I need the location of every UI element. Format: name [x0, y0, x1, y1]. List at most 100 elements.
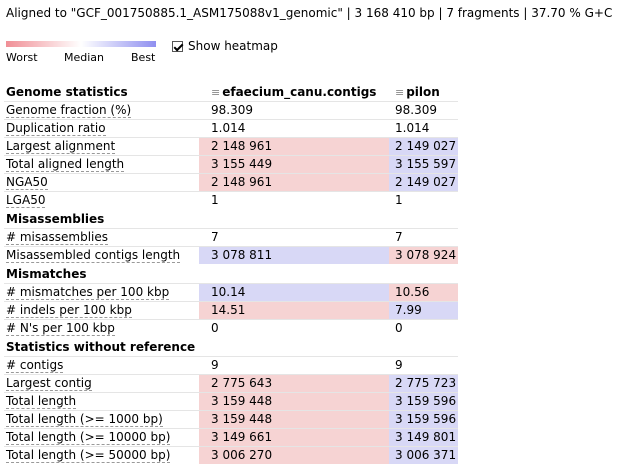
- metric-cell: # N's per 100 kbp: [4, 319, 199, 337]
- table-row: Total length (>= 1000 bp) 3 159 448 3 159 …: [4, 410, 459, 429]
- table-row: Duplication ratio 1.014 1.014: [4, 119, 459, 138]
- show-heatmap-checkbox[interactable]: [172, 40, 183, 52]
- metric-name[interactable]: Largest alignment: [6, 139, 116, 154]
- value-efaecium: 3 006 270: [199, 446, 389, 464]
- metric-cell: Misassembled contigs length: [4, 246, 199, 264]
- metric-name[interactable]: Duplication ratio: [6, 121, 106, 136]
- drag-handle-icon[interactable]: ≡: [211, 86, 221, 99]
- value-pilon: 2 149 027: [389, 137, 459, 156]
- table-row: LGA50 1 1: [4, 191, 459, 209]
- value-pilon: 2 775 723: [389, 374, 459, 393]
- metric-name[interactable]: Genome fraction (%): [6, 103, 132, 118]
- heatmap-legend: Worst Median Best: [6, 41, 156, 65]
- report-table: Genome statistics ≡ efaecium_canu.contigs…: [4, 84, 459, 464]
- metric-cell: # mismatches per 100 kbp: [4, 283, 199, 302]
- value-efaecium: 0: [199, 319, 389, 337]
- value-efaecium: 2 148 961: [199, 137, 389, 156]
- value-efaecium: 2 148 961: [199, 173, 389, 192]
- metric-cell: Genome fraction (%): [4, 101, 199, 120]
- value-pilon: 3 078 924: [389, 246, 459, 264]
- value-pilon: 0: [389, 319, 459, 337]
- metric-cell: Largest alignment: [4, 137, 199, 156]
- metric-name[interactable]: # mismatches per 100 kbp: [6, 285, 170, 300]
- value-efaecium: 9: [199, 356, 389, 375]
- value-pilon: 3 159 596: [389, 410, 459, 429]
- table-row: Total aligned length 3 155 449 3 155 597: [4, 155, 459, 174]
- value-pilon: 10.56: [389, 283, 459, 302]
- table-row: # misassemblies 7 7: [4, 228, 459, 247]
- value-efaecium: 7: [199, 228, 389, 247]
- report-header: Aligned to "GCF_001750885.1_ASM175088v1_…: [6, 6, 612, 20]
- legend-median: Median: [64, 51, 105, 64]
- metric-name[interactable]: # misassemblies: [6, 230, 108, 245]
- section-title: Mismatches: [6, 267, 87, 281]
- column-header-pilon[interactable]: ≡ pilon: [395, 85, 440, 99]
- table-row: Genome fraction (%) 98.309 98.309: [4, 101, 459, 120]
- metric-cell: Total length (>= 50000 bp): [4, 446, 199, 464]
- metric-name[interactable]: # contigs: [6, 358, 64, 373]
- value-pilon: 98.309: [389, 101, 459, 120]
- legend-gradient: [6, 41, 156, 47]
- metric-name[interactable]: Total length (>= 50000 bp): [6, 448, 171, 463]
- value-efaecium: 3 078 811: [199, 246, 389, 264]
- value-efaecium: 2 775 643: [199, 374, 389, 393]
- value-efaecium: 3 159 448: [199, 410, 389, 429]
- value-pilon: 1: [389, 191, 459, 209]
- table-row: Total length 3 159 448 3 159 596: [4, 392, 459, 411]
- value-pilon: 3 159 596: [389, 392, 459, 411]
- report-table-body: Genome fraction (%) 98.309 98.309 Duplicati…: [4, 101, 459, 464]
- section-header: Misassemblies: [4, 209, 458, 229]
- metric-cell: NGA50: [4, 173, 199, 192]
- table-row: Largest alignment 2 148 961 2 149 027: [4, 137, 459, 156]
- metric-name[interactable]: # N's per 100 kbp: [6, 321, 115, 336]
- value-pilon: 7.99: [389, 301, 459, 320]
- drag-handle-icon[interactable]: ≡: [395, 86, 405, 99]
- metric-cell: Total length: [4, 392, 199, 411]
- section-header: Mismatches: [4, 264, 458, 284]
- metric-name[interactable]: # indels per 100 kbp: [6, 303, 132, 318]
- section-title: Statistics without reference: [6, 340, 196, 354]
- value-pilon: 3 155 597: [389, 155, 459, 174]
- metric-name[interactable]: Total aligned length: [6, 157, 125, 172]
- table-row: # mismatches per 100 kbp 10.14 10.56: [4, 283, 459, 302]
- legend-best: Best: [131, 51, 156, 64]
- value-pilon: 3 149 801: [389, 428, 459, 447]
- show-heatmap-label: Show heatmap: [188, 39, 278, 53]
- metric-cell: # contigs: [4, 356, 199, 375]
- table-row: Misassembled contigs length 3 078 811 3 07…: [4, 246, 459, 264]
- table-row: # contigs 9 9: [4, 356, 459, 375]
- value-efaecium: 3 159 448: [199, 392, 389, 411]
- value-efaecium: 3 149 661: [199, 428, 389, 447]
- metric-cell: Largest contig: [4, 374, 199, 393]
- section-title: Genome statistics: [6, 85, 128, 99]
- metric-name[interactable]: Misassembled contigs length: [6, 248, 181, 263]
- metric-name[interactable]: Total length (>= 1000 bp): [6, 412, 163, 427]
- value-pilon: 1.014: [389, 119, 459, 138]
- header-text: Aligned to "GCF_001750885.1_ASM175088v1_…: [6, 6, 613, 20]
- metric-name[interactable]: NGA50: [6, 175, 48, 190]
- table-row: # N's per 100 kbp 0 0: [4, 319, 459, 337]
- value-efaecium: 3 155 449: [199, 155, 389, 174]
- show-heatmap-toggle[interactable]: Show heatmap: [172, 39, 278, 53]
- value-efaecium: 98.309: [199, 101, 389, 120]
- column-header-efaecium[interactable]: ≡ efaecium_canu.contigs: [211, 85, 377, 99]
- metric-name[interactable]: Largest contig: [6, 376, 92, 391]
- value-efaecium: 10.14: [199, 283, 389, 302]
- table-row: NGA50 2 148 961 2 149 027: [4, 173, 459, 192]
- legend-worst: Worst: [6, 51, 38, 64]
- metric-name[interactable]: Total length: [6, 394, 77, 409]
- metric-name[interactable]: Total length (>= 10000 bp): [6, 430, 171, 445]
- metric-cell: Total length (>= 1000 bp): [4, 410, 199, 429]
- value-efaecium: 14.51: [199, 301, 389, 320]
- table-row: Total length (>= 50000 bp) 3 006 270 3 006…: [4, 446, 459, 464]
- value-efaecium: 1.014: [199, 119, 389, 138]
- metric-cell: Duplication ratio: [4, 119, 199, 138]
- metric-cell: Total length (>= 10000 bp): [4, 428, 199, 447]
- metric-name[interactable]: LGA50: [6, 193, 46, 208]
- table-row: Largest contig 2 775 643 2 775 723: [4, 374, 459, 393]
- metric-cell: # indels per 100 kbp: [4, 301, 199, 320]
- section-header: Statistics without reference: [4, 337, 458, 357]
- value-efaecium: 1: [199, 191, 389, 209]
- metric-cell: LGA50: [4, 191, 199, 209]
- section-title: Misassemblies: [6, 212, 105, 226]
